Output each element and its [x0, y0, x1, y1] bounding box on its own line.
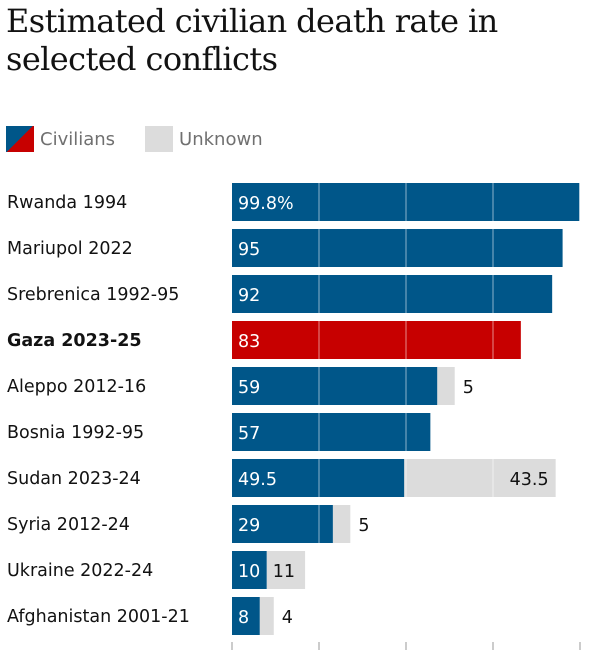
data-label-civilians: 49.5: [238, 470, 277, 490]
bar-civilians: [232, 229, 563, 267]
data-label-civilians: 99.8%: [238, 194, 294, 214]
data-label-unknown: 4: [282, 608, 293, 628]
data-label-civilians: 57: [238, 424, 260, 444]
bar-civilians: [232, 321, 521, 359]
bar-civilians: [232, 551, 267, 589]
legend-item-civilians: Civilians: [6, 126, 115, 152]
data-label-civilians: 8: [238, 608, 249, 628]
bar-unknown: [259, 597, 274, 635]
bar-civilians: [232, 367, 438, 405]
legend-item-unknown: Unknown: [145, 126, 263, 152]
bar-unknown: [404, 459, 556, 497]
data-label-civilians: 83: [238, 332, 260, 352]
data-label-unknown: 5: [358, 516, 369, 536]
data-label-unknown: 43.5: [510, 470, 549, 490]
category-label: Ukraine 2022-24: [7, 561, 153, 581]
bar-civilians: [232, 505, 333, 543]
data-label-civilians: 29: [238, 516, 260, 536]
legend-swatch-civilians: [6, 126, 34, 152]
category-label: Syria 2012-24: [7, 515, 130, 535]
bar-civilians: [232, 459, 405, 497]
category-label: Mariupol 2022: [7, 239, 133, 259]
category-label: Sudan 2023-24: [7, 469, 141, 489]
data-label-unknown: 5: [463, 378, 474, 398]
data-label-civilians: 10: [238, 562, 260, 582]
bar-unknown: [266, 551, 306, 589]
bar-civilians: [232, 275, 553, 313]
data-label-civilians: 95: [238, 240, 260, 260]
bar-civilians: [232, 597, 260, 635]
bar-unknown: [437, 367, 455, 405]
bar-civilians: [232, 413, 431, 451]
category-label: Afghanistan 2001-21: [7, 607, 190, 627]
chart-title: Estimated civilian death rate in selecte…: [6, 2, 498, 78]
legend-swatch-unknown: [145, 126, 174, 152]
category-label: Srebrenica 1992-95: [7, 285, 179, 305]
bar-unknown: [332, 505, 351, 543]
legend-label-civilians: Civilians: [40, 128, 116, 150]
category-label: Gaza 2023-25: [7, 331, 142, 351]
category-label: Rwanda 1994: [7, 193, 127, 213]
legend-label-unknown: Unknown: [179, 128, 263, 150]
category-label: Aleppo 2012-16: [7, 377, 146, 397]
data-label-civilians: 59: [238, 378, 260, 398]
category-label: Bosnia 1992-95: [7, 423, 144, 443]
legend: Civilians Unknown: [6, 124, 293, 154]
data-label-civilians: 92: [238, 286, 260, 306]
data-label-unknown: 11: [273, 562, 295, 582]
